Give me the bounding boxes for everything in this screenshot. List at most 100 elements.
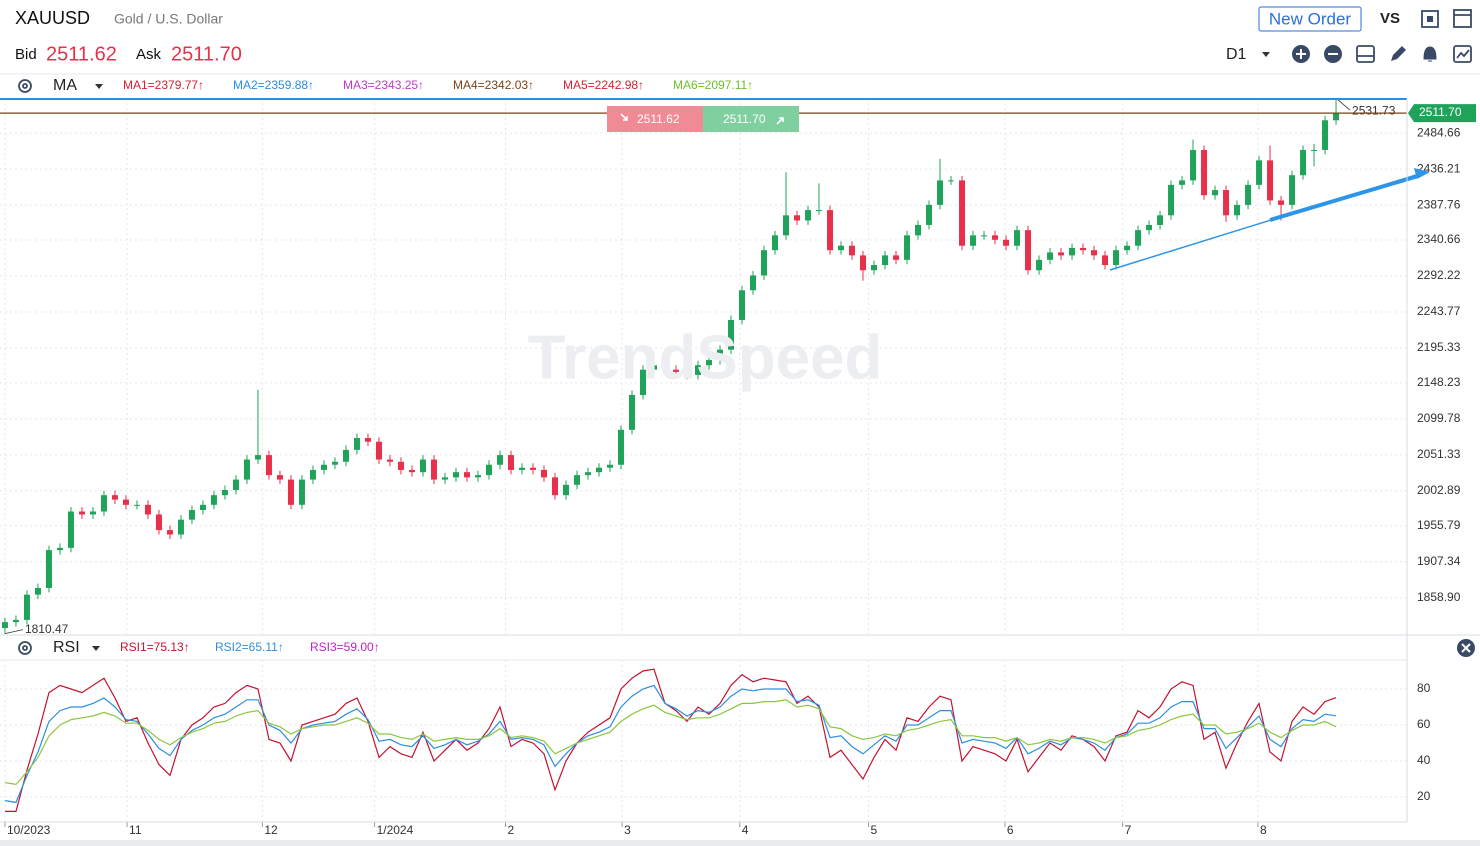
- icon-shape[interactable]: [1391, 46, 1406, 61]
- candle-body: [342, 449, 349, 462]
- candle-body: [287, 479, 294, 505]
- candle-body: [1223, 190, 1230, 216]
- new-order-button[interactable]: New Order: [1258, 6, 1362, 32]
- candle-body: [397, 461, 404, 470]
- candle-body: [276, 475, 283, 480]
- buy-tag[interactable]: 2511.70: [703, 106, 799, 132]
- rsi-legend: RSI1=75.13↑ RSI2=65.11↑ RSI3=59.00↑: [120, 640, 380, 654]
- candle-body: [1102, 255, 1109, 266]
- button-label[interactable]: New Order: [1269, 9, 1352, 28]
- y-tick-label: 2292.22: [1417, 268, 1461, 282]
- candle-body: [1245, 184, 1252, 205]
- candle-body: [1289, 175, 1296, 205]
- icon-shape[interactable]: [1461, 643, 1471, 653]
- candle-body: [893, 255, 900, 260]
- candle-body: [1146, 224, 1153, 231]
- rsi-line: [5, 668, 1337, 812]
- tag-price[interactable]: 2511.70: [723, 112, 766, 126]
- candle-body: [992, 235, 999, 240]
- icon-shape[interactable]: [1423, 46, 1437, 62]
- instrument-name: Gold / U.S. Dollar: [114, 11, 223, 27]
- candle-body: [694, 365, 701, 375]
- button-frame[interactable]: [1258, 6, 1362, 32]
- icon-shape[interactable]: [22, 83, 28, 89]
- layout-icon[interactable]: [1356, 45, 1375, 63]
- close-indicator[interactable]: [1457, 639, 1475, 657]
- window-icon[interactable]: [1453, 9, 1472, 28]
- fullscreen-icon[interactable]: [1421, 10, 1439, 28]
- tag-bg[interactable]: [607, 106, 703, 132]
- alert-icon[interactable]: [1423, 46, 1437, 62]
- candle-body: [485, 464, 492, 476]
- draw-icon[interactable]: [1391, 46, 1406, 61]
- icon-shape[interactable]: [1453, 9, 1472, 28]
- indicator-icon[interactable]: [1453, 45, 1472, 63]
- x-tick-label: 10/2023: [7, 823, 51, 837]
- x-tick-label: 5: [871, 823, 878, 837]
- zoom-out-icon[interactable]: [1324, 45, 1342, 63]
- candle-body: [706, 360, 713, 366]
- candle-body: [298, 479, 305, 505]
- y-tick-label: 40: [1417, 753, 1431, 767]
- tag-arrow[interactable]: [776, 117, 784, 125]
- candle-body: [166, 530, 173, 535]
- candle-body: [739, 290, 746, 320]
- indicator-name[interactable]: RSI: [53, 639, 80, 656]
- candle-body: [353, 438, 360, 450]
- candle-body: [639, 369, 646, 395]
- candle-body: [628, 394, 635, 430]
- candle-body: [386, 459, 393, 462]
- candle-body: [970, 235, 977, 246]
- candle-body: [12, 619, 19, 623]
- icon-shape[interactable]: [22, 645, 28, 651]
- candle-body: [199, 504, 206, 511]
- icon-shape[interactable]: [1296, 49, 1306, 59]
- icon-shape[interactable]: [18, 641, 32, 655]
- candle-body: [1113, 250, 1120, 266]
- zoom-in-icon[interactable]: [1292, 45, 1310, 63]
- candle-body: [683, 371, 690, 375]
- tag-arrow[interactable]: [620, 113, 628, 121]
- sell-tag[interactable]: 2511.62: [607, 106, 703, 132]
- candle-body: [860, 255, 867, 271]
- candle-body: [772, 235, 779, 251]
- bottom-bar: [0, 840, 1480, 846]
- icon-shape[interactable]: [1356, 45, 1375, 63]
- tag-price[interactable]: 2511.62: [637, 112, 680, 126]
- timeframe[interactable]: D1: [1226, 46, 1247, 63]
- icon-shape[interactable]: [1453, 45, 1472, 63]
- rsi-settings-icon[interactable]: [18, 641, 32, 655]
- candle-body: [1256, 160, 1263, 185]
- x-tick-label: 3: [624, 823, 631, 837]
- candle-body: [672, 369, 679, 372]
- annotation-leader: [4, 629, 24, 635]
- ma-toolbar: [0, 74, 1480, 98]
- candle-body: [584, 472, 591, 476]
- candle-body: [100, 495, 107, 512]
- vs-button[interactable]: VS: [1380, 10, 1400, 27]
- ma-settings-icon[interactable]: [18, 79, 32, 93]
- candle-body: [331, 461, 338, 465]
- indicator-name[interactable]: MA: [53, 77, 77, 94]
- candle-body: [529, 467, 536, 470]
- indicator-caret[interactable]: [92, 646, 100, 651]
- icon-shape[interactable]: [1421, 10, 1439, 28]
- candle-body: [1091, 250, 1098, 256]
- icon-shape[interactable]: [1456, 49, 1470, 59]
- candle-body: [1047, 252, 1054, 260]
- candle-body: [805, 210, 812, 221]
- candle-body: [232, 479, 239, 490]
- candle-body: [1179, 180, 1186, 185]
- icon-shape[interactable]: [18, 79, 32, 93]
- candle-body: [1135, 230, 1142, 246]
- candle-body: [155, 514, 162, 531]
- candle-body: [1069, 247, 1076, 256]
- candle-body: [551, 477, 558, 496]
- indicator-caret[interactable]: [95, 84, 103, 89]
- timeframe-caret[interactable]: [1262, 52, 1270, 57]
- candle-body: [375, 441, 382, 460]
- y-tick-label: 1955.79: [1417, 518, 1461, 532]
- icon-shape[interactable]: [1427, 16, 1433, 22]
- y-tick-label: 2099.78: [1417, 411, 1461, 425]
